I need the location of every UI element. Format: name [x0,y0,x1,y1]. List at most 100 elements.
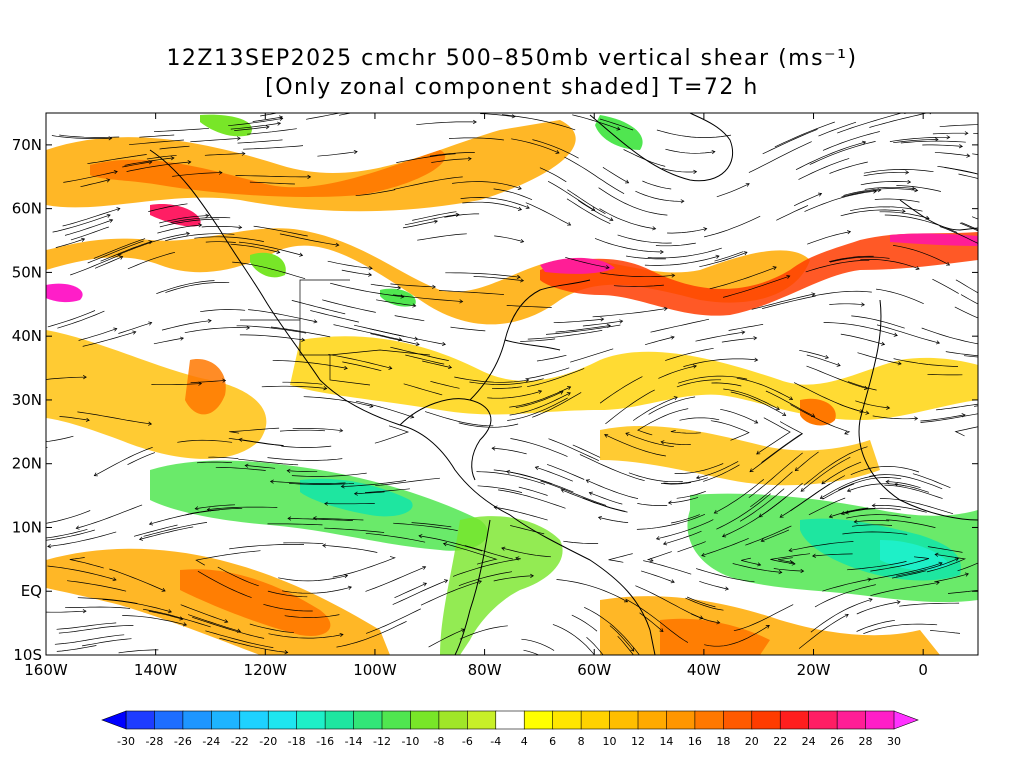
streamline-arrowhead [511,114,516,119]
streamline [521,638,555,651]
streamline-arrowhead [981,343,984,347]
streamline [477,485,523,493]
streamline [710,420,750,441]
streamline [553,318,604,324]
streamline [856,619,895,632]
streamline-arrowhead [287,516,292,521]
streamline [46,376,87,380]
streamline [711,382,742,387]
streamline [201,225,242,228]
streamline [494,506,548,521]
streamline [571,614,598,632]
streamline-arrowhead [756,450,761,455]
streamline [545,324,621,335]
streamline [667,228,707,234]
streamline-arrowhead [278,115,283,120]
streamline [974,405,978,407]
streamline [822,578,871,592]
streamline [365,608,421,634]
streamline-arrowhead [179,336,184,341]
streamline-arrowhead [958,144,963,149]
streamline [808,497,846,516]
streamline [837,113,903,134]
streamline [958,173,978,179]
streamline [306,113,342,120]
streamline [870,582,940,597]
streamline-arrowhead [148,421,153,426]
streamline [809,141,876,165]
streamline [773,568,804,572]
streamline [776,205,809,221]
streamline [840,209,906,217]
colorbar-swatch [267,710,298,730]
streamline [584,606,640,655]
streamlines [31,113,1005,655]
map-title-line2: [Only zonal component shaded] T=72 h [265,75,759,100]
streamline [822,483,855,500]
streamline [219,637,288,653]
streamline-arrowhead [198,223,203,228]
colorbar-swatch [609,710,639,730]
streamline [493,188,533,201]
colorbar-swatch [723,710,753,730]
streamline [252,116,283,122]
streamline [841,189,881,198]
streamline [190,380,226,384]
streamline [927,373,963,376]
streamline [205,241,236,243]
streamline-arrowhead [418,534,423,539]
streamline [62,208,121,227]
streamline-arrowhead [106,213,111,218]
streamline-arrowhead [680,199,685,204]
streamline-arrowhead [789,559,794,565]
lon-tick-label: 120W [244,661,288,679]
streamline-arrowhead [422,565,427,570]
streamline [720,408,758,424]
lon-tick-label: 80W [468,661,502,679]
streamline [239,439,284,446]
streamline [665,148,715,154]
streamline [56,622,117,630]
colorbar-label: -12 [373,735,391,748]
streamline [972,153,978,155]
streamline [572,114,621,130]
streamline [190,137,241,143]
colorbar-high-arrow [893,710,919,730]
streamline [510,525,545,535]
streamline [143,522,208,537]
streamline [663,477,708,484]
streamline-arrowhead [520,278,525,283]
streamline-arrowhead [885,479,890,484]
streamline-arrowhead [194,506,199,511]
colorbar-label: 14 [659,735,673,748]
streamline-arrowhead [236,136,241,141]
streamline [555,325,611,333]
colorbar-label: 6 [549,735,556,748]
streamline-arrowhead [652,226,657,231]
streamline [303,396,373,407]
streamline-arrowhead [388,365,393,370]
streamline [586,479,639,499]
streamline [886,519,936,528]
streamline [884,484,943,499]
streamline [646,551,672,562]
streamline-arrowhead [716,620,721,625]
streamline [567,189,606,215]
streamline [934,573,969,583]
streamline-arrowhead [867,577,872,582]
streamline-arrowhead [148,321,153,326]
streamline-arrowhead [444,579,449,584]
streamline [392,579,448,605]
streamline [420,580,482,606]
streamline [506,471,574,493]
streamline [365,566,426,592]
streamline-arrowhead [1002,123,1005,127]
streamline [127,251,176,270]
streamline [677,541,706,553]
streamline [748,452,803,498]
streamline [248,309,317,323]
streamline-arrowhead [538,389,543,394]
streamline-arrowhead [877,188,882,193]
streamline [87,154,147,165]
streamline-arrowhead [31,540,34,544]
